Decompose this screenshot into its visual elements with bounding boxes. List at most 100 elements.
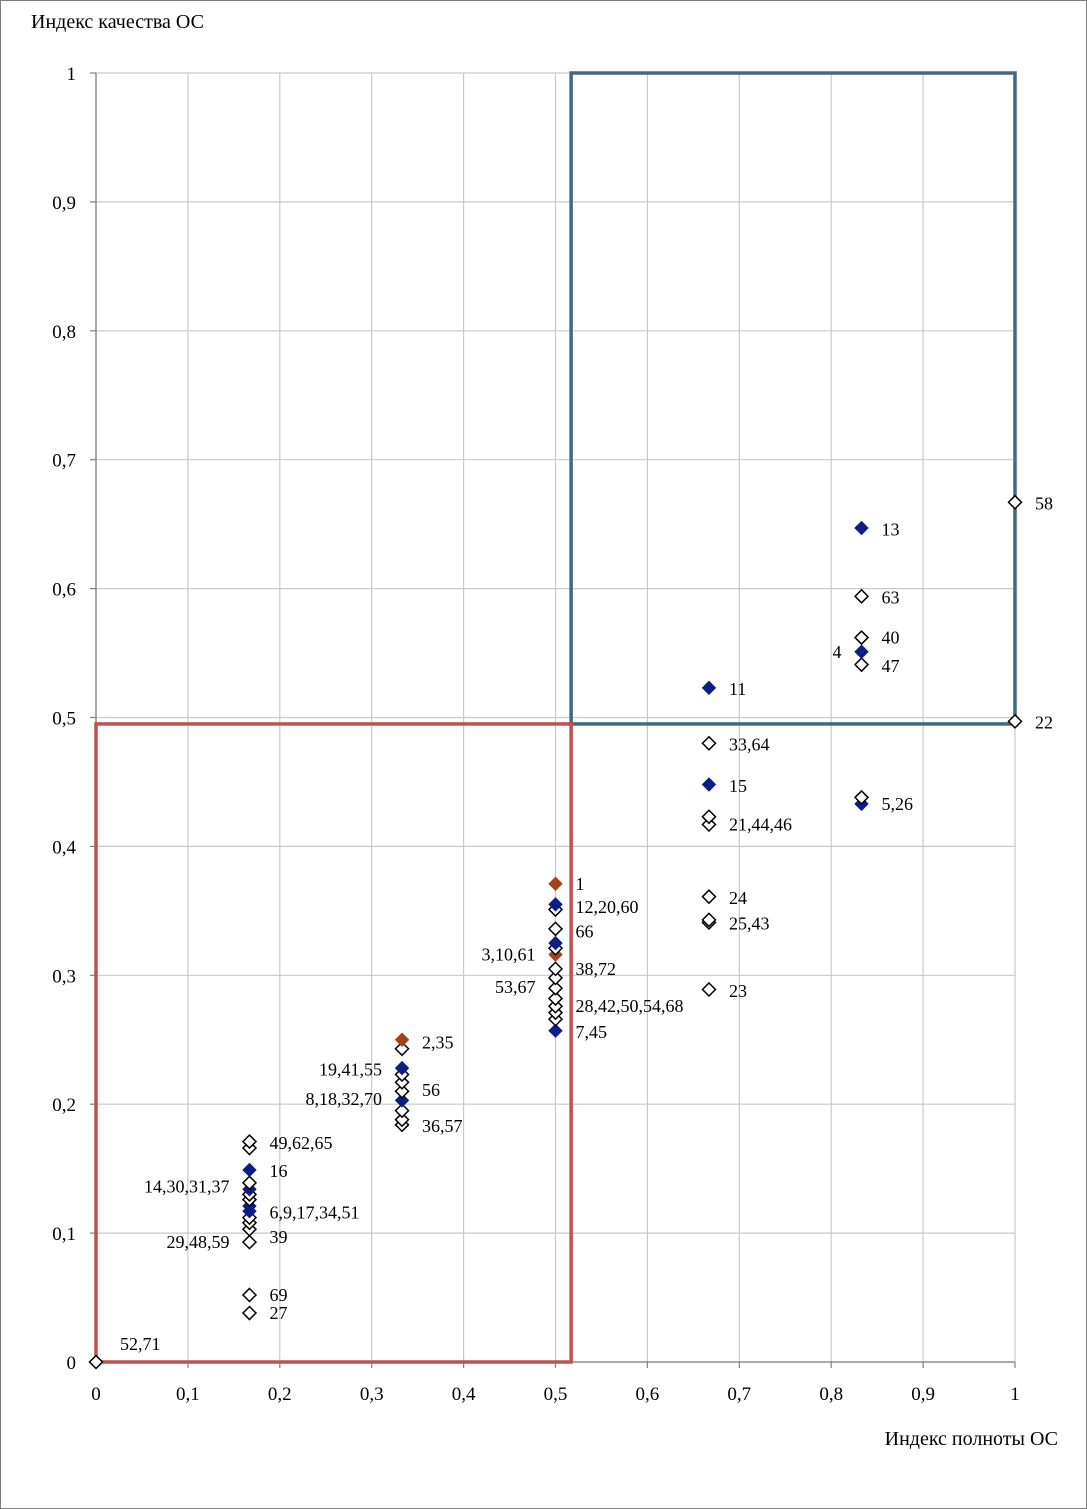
- x-tick-label: 0,2: [268, 1384, 292, 1405]
- point-label: 7: [576, 1022, 585, 1042]
- x-tick-label: 1: [1010, 1384, 1020, 1405]
- point-label: 63: [882, 588, 900, 608]
- data-point: [394, 1060, 410, 1076]
- point-label: 12,20,60: [576, 897, 639, 917]
- point-label: 39: [269, 1227, 287, 1247]
- data-point: [853, 657, 870, 673]
- data-point: [701, 680, 717, 696]
- data-point: [854, 520, 869, 536]
- point-label: 3,10,61: [482, 945, 536, 965]
- point-label: 22: [1035, 713, 1053, 733]
- data-point: [394, 1093, 410, 1108]
- point-label: 56: [422, 1080, 440, 1100]
- data-point: [853, 588, 870, 604]
- zone-high: [569, 71, 1017, 726]
- data-point: [394, 1112, 410, 1128]
- point-label: 40: [882, 628, 900, 648]
- x-tick-label: 0,6: [636, 1384, 660, 1405]
- point-label: 8,18,32,70: [306, 1089, 383, 1109]
- data-point: [547, 961, 564, 977]
- point-label: 2,35: [422, 1032, 454, 1052]
- point-label: 47: [882, 656, 900, 676]
- point-label: 36,57: [422, 1116, 463, 1136]
- axes: [90, 72, 1016, 1368]
- point-label: 21,44,46: [729, 814, 792, 834]
- point-label: 29,48,59: [166, 1232, 229, 1252]
- point-label: 58: [1035, 494, 1053, 514]
- data-point: [701, 816, 717, 833]
- x-axis-title: Индекс полноты ОС: [885, 1428, 1058, 1450]
- point-label: 27: [269, 1303, 287, 1323]
- x-tick-label: 0: [91, 1384, 101, 1405]
- point-label: ,45: [585, 1022, 608, 1042]
- point-label: 4: [833, 642, 842, 662]
- point-label: 23: [729, 981, 747, 1001]
- data-point: [547, 990, 564, 1007]
- x-tick-label: 0,8: [819, 1384, 843, 1405]
- point-label: 52,71: [120, 1334, 161, 1354]
- data-point: [548, 935, 563, 951]
- y-tick-label: 1: [67, 64, 77, 85]
- data-point: [88, 1354, 104, 1370]
- x-tick-label: 0,5: [544, 1384, 568, 1405]
- y-tick-label: 0,7: [52, 451, 76, 472]
- point-label: 14,30,31,37: [144, 1177, 230, 1197]
- data-point: [701, 889, 717, 905]
- data-point: [394, 1083, 410, 1099]
- point-label: 24: [729, 888, 747, 908]
- point-label: 33,64: [729, 735, 770, 755]
- data-point: [241, 1134, 258, 1150]
- point-label: 5,26: [882, 794, 914, 814]
- point-label: 13: [882, 519, 900, 539]
- y-tick-label: 0,2: [52, 1095, 76, 1116]
- point-label: 28,42,50,54,68: [576, 996, 684, 1016]
- data-point: [394, 1032, 410, 1047]
- y-tick-label: 0,8: [52, 322, 76, 343]
- data-point: [854, 644, 869, 659]
- data-point: [394, 1074, 410, 1090]
- point-label: 53,67: [495, 977, 536, 997]
- data-point: [1007, 713, 1023, 729]
- point-label: 25,43: [729, 914, 770, 934]
- point-label: 1: [576, 874, 585, 894]
- data-point: [701, 912, 717, 928]
- data-point: [242, 1162, 257, 1178]
- data-point: [394, 1041, 410, 1057]
- point-label: 69: [269, 1285, 287, 1305]
- y-tick-label: 0,4: [52, 837, 76, 858]
- point-label: 6,9,17,34,51: [269, 1202, 359, 1222]
- grid: [95, 72, 1016, 1363]
- point-label: 11: [729, 679, 746, 699]
- y-tick-label: 0,1: [52, 1224, 76, 1245]
- data-points: [88, 494, 1023, 1370]
- x-tick-label: 0,1: [176, 1384, 200, 1405]
- zone-low: [94, 722, 573, 1364]
- data-point: [701, 735, 717, 751]
- data-point: [701, 981, 717, 998]
- data-point: [853, 630, 870, 646]
- data-point: [547, 970, 564, 986]
- y-tick-label: 0,6: [52, 580, 76, 601]
- data-point: [548, 897, 563, 912]
- data-point: [547, 998, 564, 1014]
- data-point: [241, 1305, 258, 1321]
- data-point: [241, 1175, 258, 1191]
- x-tick-label: 0,7: [727, 1384, 751, 1405]
- data-point: [548, 876, 563, 891]
- y-axis-title: Индекс качества ОС: [31, 11, 204, 33]
- y-tick-label: 0,3: [52, 966, 76, 987]
- data-point: [241, 1234, 258, 1250]
- data-point: [701, 809, 717, 825]
- point-label: 19,41,55: [319, 1059, 382, 1079]
- y-tick-label: 0: [67, 1353, 77, 1374]
- y-tick-label: 0,9: [52, 193, 76, 214]
- point-label: 38,72: [576, 959, 617, 979]
- point-label: 16: [269, 1161, 287, 1181]
- tick-labels: 0 0,1 0,2 0,3 0,4 0,5 0,6 0,7 0,8 0,9 1 0 0,1 0,2 0,3 0…: [52, 64, 1020, 1405]
- data-point: [701, 777, 717, 792]
- zones: [94, 71, 1017, 1364]
- x-tick-label: 0,9: [911, 1384, 935, 1405]
